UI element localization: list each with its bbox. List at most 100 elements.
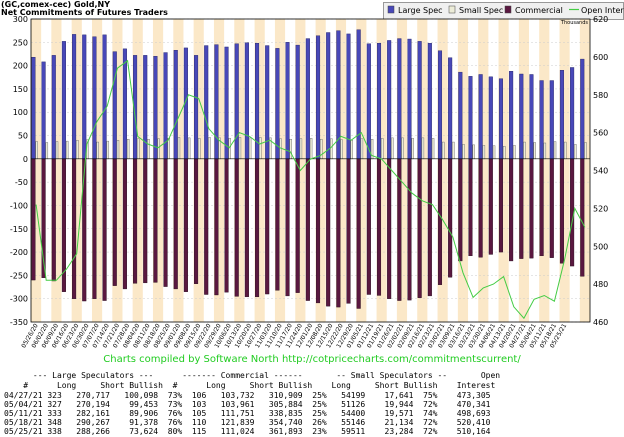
y-tick-right: 520 bbox=[593, 204, 608, 213]
legend-label: Open Interest bbox=[581, 6, 624, 15]
bar-commercial bbox=[509, 158, 514, 262]
bar-large-spec bbox=[122, 48, 127, 160]
bar-commercial bbox=[356, 158, 361, 309]
bar-commercial bbox=[570, 158, 575, 267]
bar-large-spec bbox=[234, 43, 239, 160]
bar-large-spec bbox=[173, 50, 178, 160]
bar-small-spec bbox=[106, 140, 110, 160]
bar-small-spec bbox=[563, 141, 567, 160]
bar-small-spec bbox=[299, 138, 303, 160]
bar-large-spec bbox=[275, 48, 280, 160]
bar-large-spec bbox=[387, 40, 392, 160]
y-tick-right: 480 bbox=[593, 280, 608, 289]
bar-commercial bbox=[468, 158, 473, 257]
bar-small-spec bbox=[238, 137, 242, 160]
table-header-group: --- Large Speculators --- ------- Commer… bbox=[4, 371, 501, 380]
bar-commercial bbox=[173, 158, 178, 290]
bar-commercial bbox=[72, 158, 77, 299]
bar-large-spec bbox=[41, 61, 46, 160]
band bbox=[91, 19, 103, 322]
bar-large-spec bbox=[214, 44, 219, 160]
bar-commercial bbox=[529, 158, 534, 259]
bar-large-spec bbox=[194, 55, 199, 160]
bar-large-spec bbox=[488, 76, 493, 160]
bar-large-spec bbox=[539, 80, 544, 160]
bar-large-spec bbox=[305, 38, 310, 160]
bar-small-spec bbox=[574, 144, 577, 160]
band bbox=[274, 19, 286, 322]
bar-small-spec bbox=[462, 144, 465, 160]
bar-commercial bbox=[326, 158, 331, 307]
bar-commercial bbox=[519, 158, 524, 259]
bar-commercial bbox=[51, 158, 56, 282]
y-tick-right: 580 bbox=[593, 91, 608, 100]
band bbox=[152, 19, 164, 322]
bar-commercial bbox=[478, 158, 483, 258]
bar-small-spec bbox=[330, 138, 333, 160]
band bbox=[254, 19, 265, 322]
bar-large-spec bbox=[407, 38, 412, 160]
bar-commercial bbox=[244, 158, 249, 298]
bar-commercial bbox=[305, 158, 310, 301]
y-tick-right: 600 bbox=[593, 53, 608, 62]
bar-commercial bbox=[153, 158, 158, 283]
bar-commercial bbox=[559, 158, 564, 264]
y-tick-left: -50 bbox=[15, 178, 28, 187]
bar-commercial bbox=[488, 158, 493, 255]
credit-line[interactable]: Charts compiled by Software North http:/… bbox=[103, 354, 521, 365]
bar-large-spec bbox=[458, 71, 463, 160]
bar-small-spec bbox=[65, 140, 69, 160]
band bbox=[376, 19, 387, 322]
bar-commercial bbox=[82, 158, 87, 302]
bar-small-spec bbox=[167, 138, 171, 160]
bar-small-spec bbox=[523, 141, 526, 160]
bar-commercial bbox=[265, 158, 270, 295]
band bbox=[396, 19, 408, 322]
band bbox=[498, 19, 509, 322]
bar-commercial bbox=[92, 158, 97, 299]
bar-large-spec bbox=[366, 43, 371, 160]
chart-area: 300250200150100500-50-100-150-200-250-30… bbox=[10, 5, 624, 349]
bar-small-spec bbox=[431, 138, 435, 160]
bar-commercial bbox=[580, 158, 585, 277]
bar-small-spec bbox=[208, 137, 211, 160]
table-row: 05/18/21 348 290,267 91,378 76% 110 121,… bbox=[4, 418, 491, 427]
bar-commercial bbox=[498, 158, 503, 253]
bar-large-spec bbox=[285, 42, 290, 160]
band bbox=[335, 19, 347, 322]
cot-data-table: --- Large Speculators --- ------- Commer… bbox=[0, 368, 624, 436]
band bbox=[457, 19, 469, 322]
bar-commercial bbox=[427, 158, 432, 297]
bar-large-spec bbox=[397, 38, 402, 160]
bar-small-spec bbox=[279, 138, 282, 160]
legend-swatch bbox=[448, 5, 456, 14]
y-tick-left: -300 bbox=[10, 295, 28, 304]
band bbox=[173, 19, 184, 322]
bar-commercial bbox=[376, 158, 382, 296]
legend-label: Commercial bbox=[515, 6, 563, 15]
y-tick-right: 460 bbox=[593, 318, 608, 327]
bar-large-spec bbox=[478, 74, 483, 160]
bar-large-spec bbox=[417, 41, 422, 160]
bar-small-spec bbox=[442, 141, 445, 160]
bar-small-spec bbox=[401, 137, 404, 160]
bar-small-spec bbox=[289, 139, 292, 160]
bar-small-spec bbox=[513, 145, 516, 160]
bar-commercial bbox=[458, 158, 463, 262]
bar-large-spec bbox=[153, 56, 158, 160]
bar-large-spec bbox=[529, 74, 534, 160]
bar-commercial bbox=[437, 158, 443, 285]
y-tick-left: 100 bbox=[13, 108, 28, 117]
bar-commercial bbox=[295, 158, 300, 293]
bar-small-spec bbox=[126, 139, 130, 160]
y-tick-left: 0 bbox=[23, 155, 28, 164]
band bbox=[213, 19, 225, 322]
bar-commercial bbox=[285, 158, 290, 297]
right-axis-unit: Thousands bbox=[560, 20, 588, 26]
bar-small-spec bbox=[533, 142, 536, 160]
bar-small-spec bbox=[198, 138, 201, 160]
bar-commercial bbox=[366, 158, 371, 295]
bar-commercial bbox=[204, 158, 209, 295]
y-tick-left: 150 bbox=[13, 85, 28, 94]
y-tick-right: 540 bbox=[593, 167, 608, 176]
